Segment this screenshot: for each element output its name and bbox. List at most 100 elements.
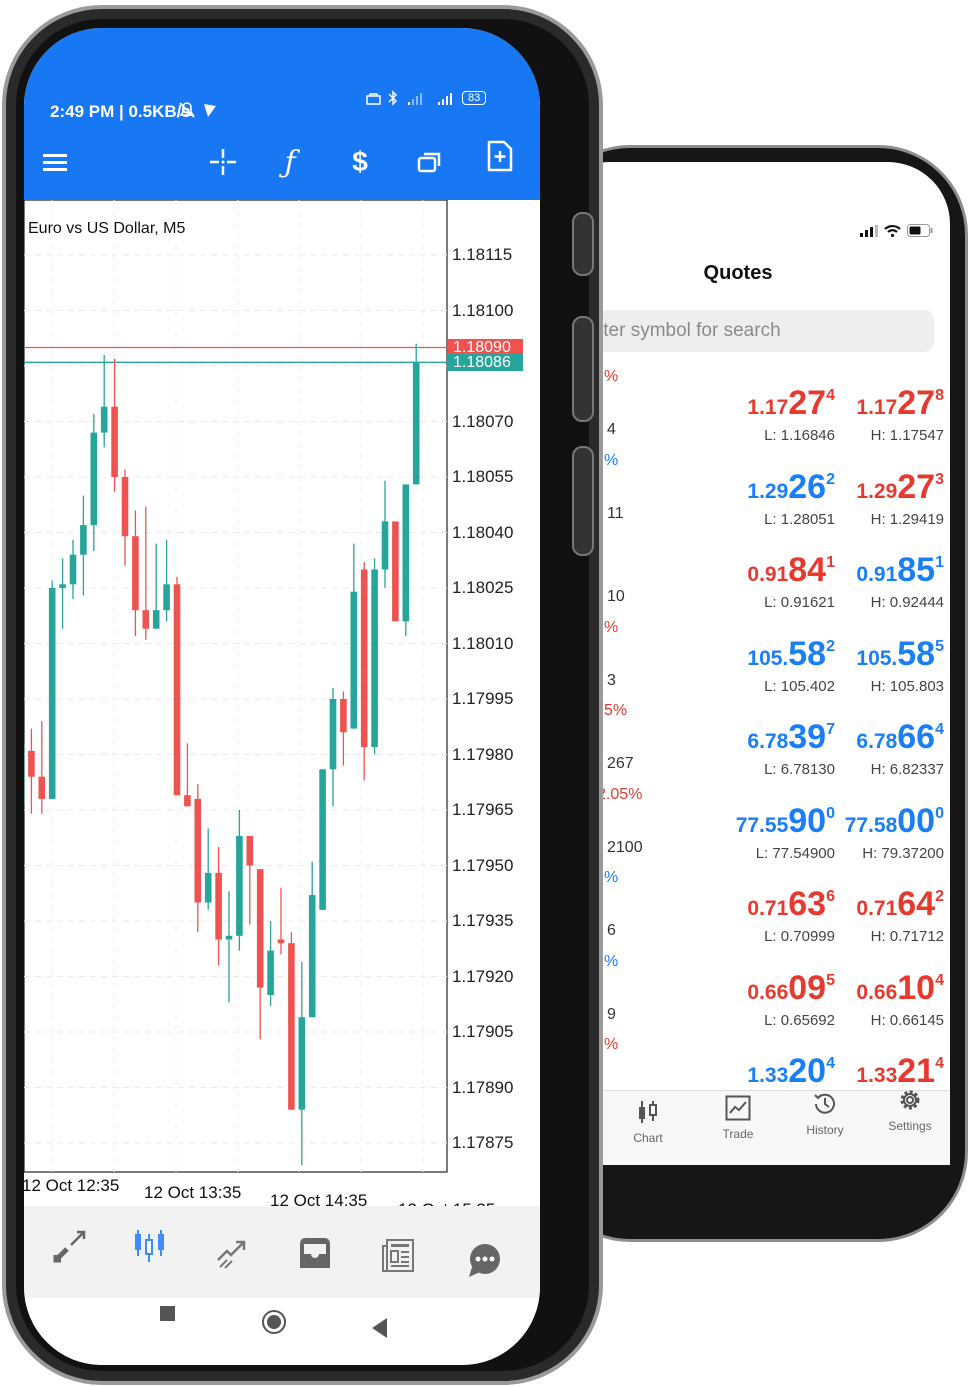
price-axis-label: 1.17935 [452,911,514,930]
volume-up-button[interactable] [572,316,594,422]
windows-icon [417,152,441,173]
price-axis-label: 1.17965 [452,800,514,819]
quote-row[interactable]: % 11 1.29262 1.29273 L: 1.28051 H: 1.29419 [548,452,950,546]
spread-value: 9 [607,1005,616,1023]
new-order-button[interactable] [480,136,520,176]
ask-price-pre: 77.58 [844,813,898,837]
volume-down-button[interactable] [572,446,594,556]
system-navigation [24,1298,540,1365]
nav-news[interactable] [373,1231,423,1281]
quote-row[interactable]: 2.05% 2100 77.55900 77.58000 L: 77.54900 H: 7… [548,786,950,880]
tab-chart[interactable]: Chart [608,1099,688,1145]
home-circle-icon[interactable] [262,1310,286,1334]
bid-price-big: 27 [788,384,827,422]
windows-button[interactable] [410,142,450,182]
bid-price-sup: 4 [826,387,835,404]
signal-4g-icon [438,93,452,105]
candle-bullish [152,610,160,629]
ask-price-pre: 0.71 [856,897,898,920]
spread-value: 11 [607,504,624,522]
quote-row[interactable]: 5% 267 6.78397 6.78664 L: 6.78130 H: 6.82337 [548,702,950,796]
price-axis-label: 1.17875 [452,1133,514,1152]
bid-price-pre: 0.91 [747,563,789,586]
bid-price: 0.66095 [705,971,835,1005]
ask-price-pre: 0.91 [856,563,898,586]
settings-gear-icon [900,1090,920,1110]
ask-price-sup: 5 [935,637,944,655]
high-price: H: 1.17547 [870,427,944,444]
quote-row[interactable]: 10 0.91841 0.91851 L: 0.91621 H: 0.92444 [548,545,950,629]
price-axis-label: 1.18055 [452,467,514,486]
ask-price-tag: 1.18090 [448,339,523,356]
back-triangle-icon[interactable] [372,1318,387,1338]
tab-trade[interactable]: Trade [698,1095,778,1141]
quote-row[interactable]: % 4 1.17274 1.17278 L: 1.16846 H: 1.17547 [548,368,950,462]
low-price: L: 1.16846 [764,427,835,444]
low-price: L: 77.54900 [755,844,835,862]
time-label: 12 Oct 14:35 [270,1191,368,1210]
high-price: H: 1.29419 [870,510,944,528]
ask-price-sup: 4 [935,1055,944,1072]
quote-row[interactable]: % 6 0.71636 0.71642 L: 0.70999 H: 0.71712 [548,869,950,963]
nav-quotes[interactable] [45,1221,95,1271]
recents-square-icon[interactable] [160,1306,175,1321]
tab-label: Settings [888,1119,932,1133]
candle-bullish [69,554,77,585]
trade-button[interactable]: $ [340,142,380,182]
tab-history[interactable]: History [785,1091,865,1137]
nav-history[interactable] [290,1228,340,1278]
candlestick-chart[interactable] [24,200,540,1206]
menu-button[interactable] [36,142,76,182]
candle-bearish [121,477,129,537]
nav-chat[interactable] [459,1236,509,1286]
candle-bullish [236,835,243,936]
tab-settings[interactable]: Settings [870,1087,950,1133]
battery-indicator: 83 [462,91,487,105]
ask-price-big: 66 [897,718,936,756]
candle-bearish [288,943,295,1110]
candle-bullish [350,591,358,729]
new-order-icon [487,140,513,172]
bid-price-pre: 105. [747,646,789,670]
ask-price: 77.58000 [814,804,944,838]
trade-icon [217,1240,246,1269]
quote-row[interactable]: % 1.33204 1.33214 [548,1036,950,1130]
bid-price-big: 20 [788,1052,827,1090]
ios-status-icons [860,224,933,237]
change-percent: % [604,869,619,886]
candle-bearish [256,869,264,988]
signal-icon [860,225,878,237]
ask-price-sup: 4 [935,971,944,989]
trade-chart-icon [725,1095,751,1121]
candle-bullish [100,406,108,433]
candle-bullish [381,521,389,570]
candle-bullish [319,769,326,910]
bid-price: 1.17274 [705,386,835,420]
side-button[interactable] [572,212,594,276]
nav-chart[interactable] [125,1221,175,1271]
ask-price: 0.91851 [814,553,944,587]
bid-price-big: 26 [788,467,827,506]
bid-price-pre: 0.66 [747,980,789,1004]
indicators-button[interactable]: ƒ [270,142,310,182]
candle-bearish [392,521,399,622]
quote-row[interactable]: % 3 105.582 105.585 L: 105.402 H: 105.803 [548,619,950,713]
nav-trade[interactable] [207,1228,257,1278]
change-percent: % [604,618,619,636]
ask-price: 1.33214 [814,1054,944,1088]
bid-price-sup: 5 [826,971,835,989]
price-axis-label: 1.17980 [452,744,514,764]
bid-price-pre: 6.78 [747,730,789,753]
candle-bearish [277,939,285,944]
quotes-screen: Quotes Enter symbol for search % 4 1.17274… [548,162,950,1165]
candle-bullish [80,525,87,555]
status-text: 2:49 PM | 0.5KB/s [50,102,191,121]
symbol-search-input[interactable]: Enter symbol for search [560,310,934,352]
spread-value: 10 [607,588,625,605]
candle-bearish [184,795,191,807]
ask-price-pre: 105. [856,646,898,670]
quote-row[interactable]: % 9 0.66095 0.66104 L: 0.65692 H: 0.66145 [548,953,950,1047]
crosshair-icon [210,149,236,175]
crosshair-button[interactable] [203,142,243,182]
low-price: L: 0.65692 [764,1011,835,1029]
